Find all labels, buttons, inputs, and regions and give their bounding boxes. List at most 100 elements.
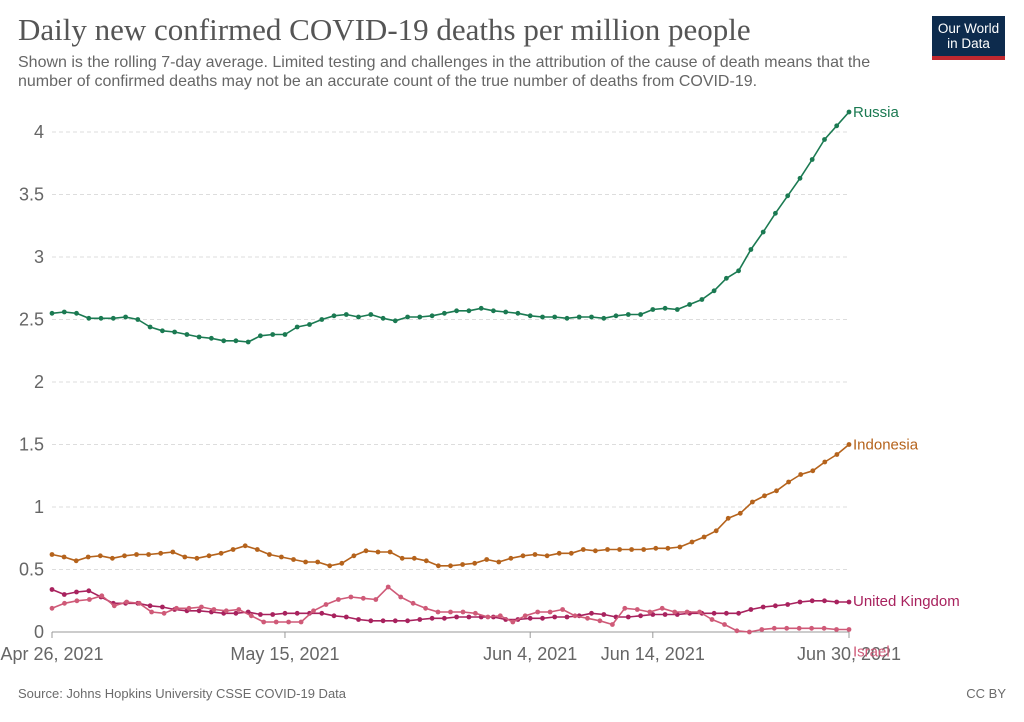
data-point[interactable] xyxy=(834,123,840,129)
data-point[interactable] xyxy=(270,612,276,617)
data-point[interactable] xyxy=(580,547,586,552)
series-united-kingdom[interactable] xyxy=(49,587,852,624)
data-point[interactable] xyxy=(576,314,582,320)
data-point[interactable] xyxy=(343,312,349,317)
data-point[interactable] xyxy=(158,550,164,556)
data-point[interactable] xyxy=(385,584,391,590)
data-point[interactable] xyxy=(343,614,349,620)
data-point[interactable] xyxy=(846,442,852,447)
data-point[interactable] xyxy=(625,614,631,620)
data-point[interactable] xyxy=(149,609,155,615)
data-point[interactable] xyxy=(834,452,840,457)
data-point[interactable] xyxy=(713,528,719,534)
data-point[interactable] xyxy=(810,468,816,474)
data-point[interactable] xyxy=(363,548,369,554)
data-point[interactable] xyxy=(532,552,538,557)
data-point[interactable] xyxy=(473,610,478,616)
data-point[interactable] xyxy=(674,307,680,312)
data-point[interactable] xyxy=(49,605,55,611)
data-point[interactable] xyxy=(270,332,276,337)
data-point[interactable] xyxy=(684,609,690,615)
data-point[interactable] xyxy=(564,315,570,321)
data-point[interactable] xyxy=(417,617,423,622)
data-point[interactable] xyxy=(294,324,300,330)
data-point[interactable] xyxy=(515,310,521,316)
data-point[interactable] xyxy=(123,314,128,320)
data-point[interactable] xyxy=(809,625,814,631)
data-point[interactable] xyxy=(798,472,804,477)
data-point[interactable] xyxy=(701,534,707,540)
data-point[interactable] xyxy=(442,310,447,316)
license-note[interactable]: CC BY xyxy=(966,686,1006,701)
data-point[interactable] xyxy=(496,559,502,565)
data-point[interactable] xyxy=(111,603,117,609)
data-point[interactable] xyxy=(236,607,242,612)
data-point[interactable] xyxy=(360,595,366,601)
data-point[interactable] xyxy=(711,610,717,616)
data-point[interactable] xyxy=(307,322,312,327)
data-point[interactable] xyxy=(699,297,705,302)
data-point[interactable] xyxy=(160,328,165,334)
data-point[interactable] xyxy=(368,618,374,624)
data-point[interactable] xyxy=(273,619,279,625)
data-point[interactable] xyxy=(560,607,565,612)
data-point[interactable] xyxy=(267,552,272,557)
data-point[interactable] xyxy=(196,334,202,340)
data-point[interactable] xyxy=(647,609,653,615)
data-point[interactable] xyxy=(760,229,766,235)
data-point[interactable] xyxy=(282,332,288,337)
data-point[interactable] xyxy=(62,600,67,606)
data-point[interactable] xyxy=(734,628,740,634)
data-point[interactable] xyxy=(597,618,603,624)
data-point[interactable] xyxy=(527,313,533,319)
data-point[interactable] xyxy=(822,459,828,465)
data-point[interactable] xyxy=(368,312,374,317)
data-point[interactable] xyxy=(613,313,619,319)
data-point[interactable] xyxy=(161,610,167,616)
data-point[interactable] xyxy=(375,549,381,555)
source-note[interactable]: Source: Johns Hopkins University CSSE CO… xyxy=(18,686,347,701)
data-point[interactable] xyxy=(638,312,643,317)
data-point[interactable] xyxy=(61,309,67,315)
data-point[interactable] xyxy=(242,543,248,549)
data-point[interactable] xyxy=(380,315,386,321)
data-point[interactable] xyxy=(454,308,459,314)
data-point[interactable] xyxy=(99,593,105,599)
data-point[interactable] xyxy=(784,625,790,631)
data-point[interactable] xyxy=(641,547,647,552)
data-point[interactable] xyxy=(478,305,484,311)
data-point[interactable] xyxy=(759,627,765,632)
data-point[interactable] xyxy=(460,562,465,567)
data-point[interactable] xyxy=(331,313,337,319)
series-line[interactable] xyxy=(51,111,850,343)
data-point[interactable] xyxy=(124,599,130,605)
data-point[interactable] xyxy=(610,622,615,627)
data-point[interactable] xyxy=(750,499,755,505)
data-point[interactable] xyxy=(298,619,304,625)
series-label[interactable]: Russia xyxy=(853,104,900,121)
data-point[interactable] xyxy=(748,247,754,252)
data-point[interactable] xyxy=(423,605,428,611)
data-point[interactable] xyxy=(86,588,92,594)
data-point[interactable] xyxy=(747,629,752,635)
data-point[interactable] xyxy=(484,557,490,562)
data-point[interactable] xyxy=(405,618,410,624)
series-indonesia[interactable] xyxy=(49,442,852,569)
data-point[interactable] xyxy=(291,557,296,562)
data-point[interactable] xyxy=(74,589,79,595)
data-point[interactable] xyxy=(834,599,840,605)
data-point[interactable] xyxy=(206,553,212,559)
data-point[interactable] xyxy=(662,612,668,617)
data-point[interactable] xyxy=(725,515,731,521)
data-point[interactable] xyxy=(601,612,607,617)
data-point[interactable] xyxy=(122,553,127,559)
data-point[interactable] xyxy=(417,314,423,320)
series-line[interactable] xyxy=(51,588,849,622)
data-point[interactable] xyxy=(110,315,116,321)
data-point[interactable] xyxy=(785,193,791,199)
data-point[interactable] xyxy=(410,600,416,606)
data-point[interactable] xyxy=(665,545,671,551)
data-point[interactable] xyxy=(593,548,598,554)
data-point[interactable] xyxy=(622,605,628,611)
data-point[interactable] xyxy=(223,608,229,614)
